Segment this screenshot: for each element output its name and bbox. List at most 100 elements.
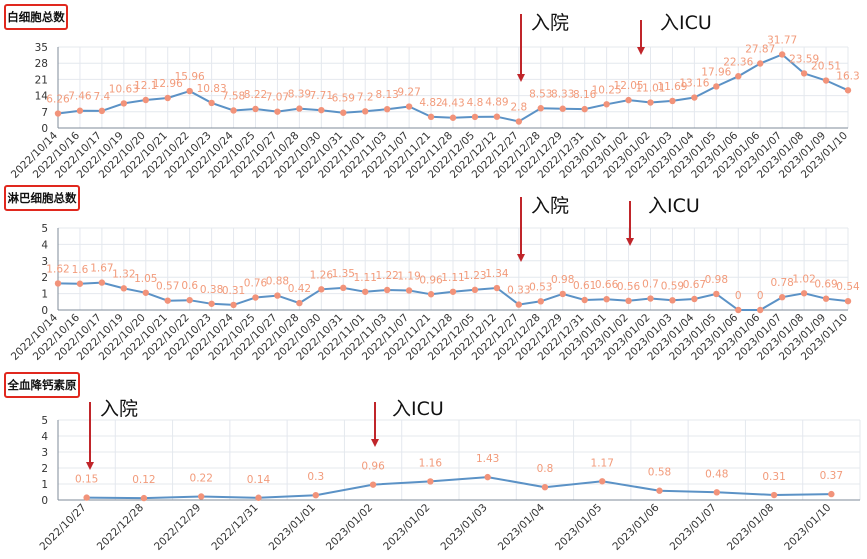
data-point xyxy=(383,105,391,113)
annotation-label: 入ICU xyxy=(392,398,444,420)
data-point xyxy=(581,105,588,113)
data-label: 15.96 xyxy=(175,71,205,83)
annotation-label: 入ICU xyxy=(648,195,700,217)
data-label: 4.82 xyxy=(419,97,442,109)
annotation-arrow-head xyxy=(86,462,94,470)
data-label: 7.71 xyxy=(310,90,333,102)
data-label: 1.62 xyxy=(46,263,69,275)
data-point xyxy=(362,108,369,115)
x-tick-label: 2022/12/28 xyxy=(95,502,146,553)
data-point xyxy=(186,296,193,304)
data-label: 6.59 xyxy=(332,93,355,105)
data-point xyxy=(230,107,237,114)
data-label: 0.22 xyxy=(190,472,213,484)
data-point xyxy=(318,106,325,114)
data-label: 0.48 xyxy=(705,468,728,480)
data-label: 16.3 xyxy=(836,70,859,82)
data-point xyxy=(656,487,663,494)
annotation-arrow-head xyxy=(626,238,634,246)
data-point xyxy=(427,113,435,121)
y-tick-label: 14 xyxy=(35,91,49,103)
x-tick-label: 2023/01/05 xyxy=(553,502,604,553)
data-point xyxy=(362,288,369,295)
x-tick-label: 2023/01/07 xyxy=(668,502,719,553)
data-point xyxy=(76,280,84,287)
data-point xyxy=(449,288,457,295)
data-point xyxy=(713,290,720,298)
data-point xyxy=(76,107,84,114)
data-label: 0.98 xyxy=(705,274,728,286)
data-label: 0.66 xyxy=(595,279,619,291)
series-line xyxy=(86,476,832,500)
data-label: 31.77 xyxy=(767,34,797,46)
data-label: 0.15 xyxy=(75,474,98,486)
data-label: 1.32 xyxy=(112,268,135,280)
data-point xyxy=(735,73,742,80)
data-label: 0.31 xyxy=(762,471,785,483)
data-point xyxy=(844,297,852,305)
data-label: 0 xyxy=(757,290,764,302)
chart-title: 淋巴细胞总数 xyxy=(8,191,77,205)
chart-panel-2: 淋巴细胞总数0123452022/10/142022/10/162022/10/… xyxy=(4,185,860,363)
data-label: 10.63 xyxy=(109,83,139,95)
data-point xyxy=(296,105,303,112)
data-label: 8.53 xyxy=(529,88,552,100)
data-point xyxy=(427,291,435,298)
data-label: 1.34 xyxy=(485,268,509,280)
annotation-label: 入院 xyxy=(531,195,569,217)
data-label: 0.6 xyxy=(181,280,198,292)
x-tick-label: 2023/01/03 xyxy=(438,502,489,553)
data-label: 7.46 xyxy=(68,91,92,103)
data-label: 6.26 xyxy=(46,94,70,106)
annotation-label: 入院 xyxy=(531,12,569,34)
data-label: 0.31 xyxy=(222,285,245,297)
y-tick-label: 0 xyxy=(41,305,48,317)
data-point xyxy=(274,292,281,299)
data-point xyxy=(713,83,720,90)
data-point xyxy=(770,491,778,499)
annotation-arrow-head xyxy=(517,74,525,82)
data-point xyxy=(98,107,106,115)
data-label: 0.69 xyxy=(814,279,837,291)
data-label: 1.26 xyxy=(310,269,334,281)
data-label: 0.8 xyxy=(537,463,554,475)
annotation-arrow-head xyxy=(517,254,525,262)
y-tick-label: 2 xyxy=(41,272,48,284)
data-point xyxy=(405,103,413,110)
data-point xyxy=(471,286,479,294)
data-point xyxy=(778,294,786,301)
y-tick-label: 1 xyxy=(41,289,48,301)
data-point xyxy=(296,299,303,307)
data-label: 0.33 xyxy=(507,285,530,297)
data-label: 8.16 xyxy=(573,89,597,101)
y-tick-label: 28 xyxy=(35,58,48,70)
data-label: 11.01 xyxy=(635,83,665,95)
data-point xyxy=(822,295,830,302)
data-label: 1.02 xyxy=(792,273,815,285)
data-label: 12.05 xyxy=(614,80,644,92)
data-label: 10.25 xyxy=(592,84,622,96)
data-label: 0.96 xyxy=(361,461,385,473)
data-point xyxy=(142,96,149,104)
annotation-arrow-head xyxy=(371,439,379,447)
x-tick-label: 2023/01/04 xyxy=(496,501,548,553)
y-tick-label: 4 xyxy=(41,431,48,443)
data-point xyxy=(757,60,764,67)
data-point xyxy=(318,286,325,293)
data-point xyxy=(537,298,544,305)
data-label: 0.53 xyxy=(529,281,552,293)
y-tick-label: 7 xyxy=(41,107,48,119)
x-tick-label: 2023/01/08 xyxy=(725,502,776,553)
data-label: 0.12 xyxy=(132,474,155,486)
chart-title-box xyxy=(4,4,68,30)
data-label: 7.58 xyxy=(222,90,245,102)
data-label: 1.67 xyxy=(90,263,113,275)
y-tick-label: 4 xyxy=(41,239,48,251)
data-point xyxy=(599,478,606,485)
data-label: 7.07 xyxy=(266,92,289,104)
data-label: 1.11 xyxy=(441,272,464,284)
data-point xyxy=(164,94,171,102)
annotation-label: 入院 xyxy=(100,398,138,420)
